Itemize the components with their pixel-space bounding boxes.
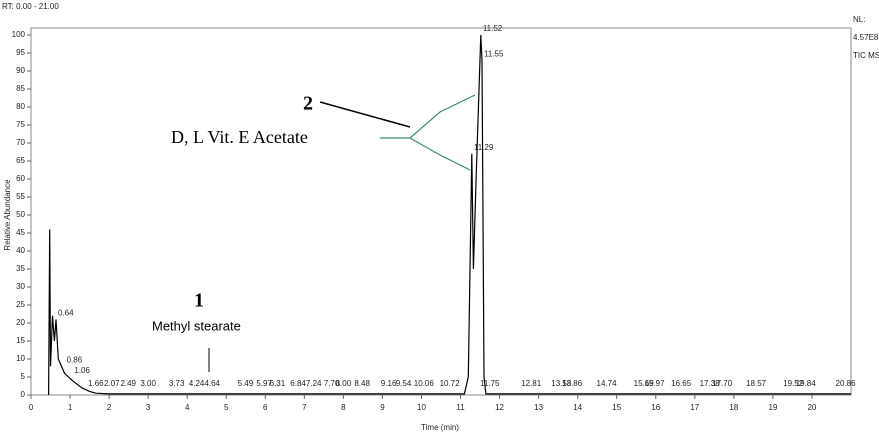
x-tick-label: 4 <box>185 403 190 412</box>
rt-label: 16.65 <box>671 379 692 388</box>
rt-label: 15.97 <box>645 379 666 388</box>
rt-label: 5.97 <box>256 379 272 388</box>
arrow <box>319 101 411 128</box>
x-axis-label: Time (min) <box>421 423 459 432</box>
x-tick-label: 17 <box>690 403 699 412</box>
x-tick-label: 15 <box>612 403 621 412</box>
x-tick-label: 7 <box>302 403 307 412</box>
rt-label: 3.73 <box>169 379 185 388</box>
rt-label: 13.86 <box>562 379 583 388</box>
rt-label: 6.31 <box>270 379 286 388</box>
rt-label: 20.86 <box>836 379 857 388</box>
rt-label: 15.69 <box>634 379 655 388</box>
rt-label: 7.70 <box>324 379 340 388</box>
rt-label: 3.00 <box>140 379 156 388</box>
y-tick-label: 45 <box>16 228 25 237</box>
header-right: 4.57E8 <box>853 33 879 42</box>
peak-label: 0.64 <box>58 309 74 318</box>
rt-label: 10.72 <box>440 379 461 388</box>
rt-label: 2.07 <box>104 379 120 388</box>
x-tick-label: 5 <box>224 403 229 412</box>
rt-label: 13.58 <box>551 379 572 388</box>
x-tick-label: 18 <box>729 403 738 412</box>
y-tick-label: 50 <box>16 210 25 219</box>
header-right: NL: <box>853 15 865 24</box>
plot-frame <box>30 27 852 396</box>
chromatogram-trace <box>48 34 851 396</box>
x-tick-label: 8 <box>341 403 346 412</box>
header-right: TIC MS <box>853 51 879 60</box>
y-axis-label: Relative Abundance <box>3 179 12 251</box>
peak-label: 11.55 <box>484 49 504 58</box>
y-tick-label: 65 <box>16 156 25 165</box>
x-tick-label: 1 <box>68 403 73 412</box>
leader-line <box>380 94 476 139</box>
rt-label: 7.24 <box>306 379 322 388</box>
rt-label: 6.84 <box>290 379 306 388</box>
x-tick-label: 14 <box>573 403 582 412</box>
rt-label: 2.49 <box>120 379 136 388</box>
rt-label: 17.38 <box>700 379 721 388</box>
annotation-number: 1 <box>194 290 204 312</box>
rt-label: 12.81 <box>521 379 542 388</box>
rt-label: 9.54 <box>396 379 412 388</box>
rt-label: 11.75 <box>480 379 500 388</box>
y-tick-label: 95 <box>16 48 25 57</box>
annotation-number: 2 <box>303 93 313 115</box>
y-tick-label: 5 <box>21 372 26 381</box>
y-tick-label: 40 <box>16 246 25 255</box>
y-tick-label: 70 <box>16 138 25 147</box>
x-tick-label: 9 <box>380 403 385 412</box>
y-tick-label: 85 <box>16 84 25 93</box>
peak-label: 1.06 <box>74 366 90 375</box>
y-tick-label: 90 <box>16 66 25 75</box>
rt-label: 4.24 <box>189 379 205 388</box>
peak-label: 11.52 <box>483 24 503 33</box>
rt-label: 19.84 <box>796 379 817 388</box>
x-tick-label: 10 <box>417 403 426 412</box>
x-tick-label: 11 <box>456 403 465 412</box>
y-tick-label: 55 <box>16 192 25 201</box>
x-tick-label: 2 <box>107 403 112 412</box>
x-tick-label: 3 <box>146 403 151 412</box>
y-tick-label: 75 <box>16 120 25 129</box>
y-tick-label: 60 <box>16 174 25 183</box>
x-tick-label: 20 <box>807 403 816 412</box>
annotation-label: Methyl stearate <box>152 318 241 333</box>
peak-label: 11.29 <box>474 143 494 152</box>
y-tick-label: 80 <box>16 102 25 111</box>
rt-label: 19.52 <box>783 379 804 388</box>
x-tick-label: 0 <box>29 403 34 412</box>
rt-label: 4.64 <box>204 379 220 388</box>
rt-label: 17.70 <box>712 379 733 388</box>
annotation-label: D, L Vit. E Acetate <box>171 127 308 147</box>
x-tick-label: 19 <box>768 403 777 412</box>
rt-label: 14.74 <box>597 379 618 388</box>
y-tick-label: 15 <box>16 336 25 345</box>
rt-label: 18.57 <box>746 379 767 388</box>
rt-label: 8.00 <box>336 379 352 388</box>
rt-label: 9.16 <box>381 379 397 388</box>
y-tick-label: 35 <box>16 264 25 273</box>
x-tick-label: 16 <box>651 403 660 412</box>
rt-label: 8.48 <box>354 379 370 388</box>
y-tick-label: 10 <box>16 354 25 363</box>
rt-label: 5.49 <box>238 379 254 388</box>
x-tick-label: 6 <box>263 403 268 412</box>
label-box <box>163 124 380 153</box>
rt-label: 1.66 <box>88 379 104 388</box>
y-tick-label: 0 <box>21 390 26 399</box>
x-tick-label: 13 <box>534 403 543 412</box>
y-tick-label: 20 <box>16 318 25 327</box>
y-tick-label: 30 <box>16 282 25 291</box>
y-tick-label: 100 <box>12 30 26 39</box>
x-tick-label: 12 <box>495 403 504 412</box>
label-box <box>148 315 295 337</box>
rt-label: 10.06 <box>414 379 435 388</box>
leader-line <box>409 137 471 171</box>
peak-label: 0.86 <box>67 355 83 364</box>
header-left: RT: 0.00 - 21.00 <box>2 2 59 11</box>
y-tick-label: 25 <box>16 300 25 309</box>
